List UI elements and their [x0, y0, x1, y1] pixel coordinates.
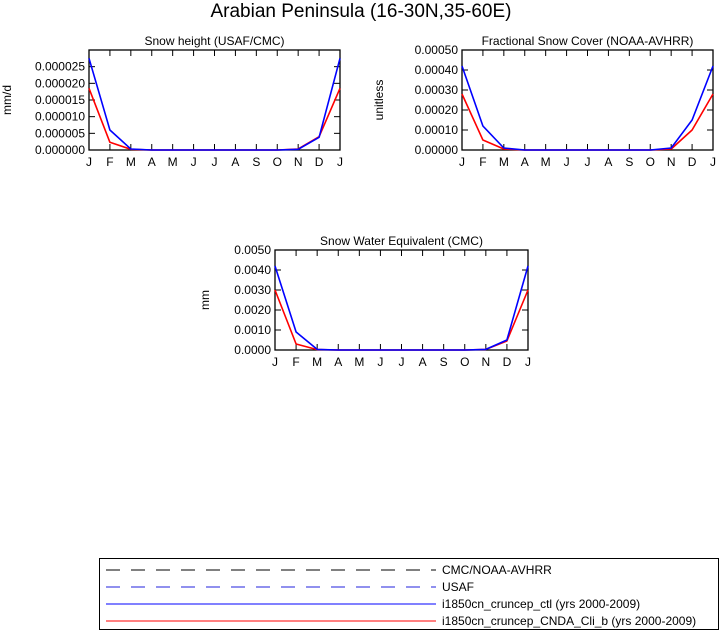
legend-swatch-cnda [106, 620, 436, 622]
fractional-snow-cover-chart: Fractional Snow Cover (NOAA-AVHRR) unitle… [372, 34, 716, 169]
y-tick-label: 0.00050 [415, 43, 459, 57]
x-tick-label: A [334, 355, 342, 369]
x-tick-label: F [292, 355, 299, 369]
x-tick-label: M [312, 355, 322, 369]
legend-label: i1850cn_cruncep_CNDA_Cli_b (yrs 2000-200… [442, 614, 697, 628]
snow-water-equivalent-chart: Snow Water Equivalent (CMC) mm 0.0000 0.001… [198, 234, 531, 369]
x-tick-label: J [564, 155, 570, 169]
y-axis-label: unitless [372, 80, 386, 121]
x-tick-label: A [604, 155, 612, 169]
snow-height-chart: Snow height (USAF/CMC) mm/d 0.000000 0.0000… [0, 34, 343, 169]
legend-item: i1850cn_cruncep_CNDA_Cli_b (yrs 2000-200… [100, 613, 718, 629]
x-tick-label: O [646, 155, 655, 169]
y-tick-label: 0.0030 [234, 283, 271, 297]
y-tick-label: 0.00000 [415, 143, 459, 157]
y-tick-label: 0.000000 [35, 143, 85, 157]
series-line [88, 87, 341, 151]
x-tick-label: A [231, 155, 239, 169]
y-tick-label: 0.000025 [35, 60, 85, 74]
x-tick-label: A [521, 155, 529, 169]
y-tick-label: 0.0000 [234, 343, 271, 357]
y-tick-label: 0.00040 [415, 63, 459, 77]
y-tick-label: 0.00030 [415, 83, 459, 97]
legend-label: i1850cn_cruncep_ctl (yrs 2000-2009) [442, 597, 641, 611]
x-tick-label: D [688, 155, 697, 169]
x-tick-label: J [525, 355, 531, 369]
series-line [461, 65, 714, 151]
legend-item: i1850cn_cruncep_ctl (yrs 2000-2009) [100, 596, 718, 612]
y-axis-label: mm [198, 290, 212, 310]
y-tick-label: 0.0040 [234, 263, 271, 277]
legend-label: CMC/NOAA-AVHRR [442, 563, 552, 577]
x-tick-label: O [460, 355, 469, 369]
y-tick-label: 0.0020 [234, 303, 271, 317]
x-tick-label: D [503, 355, 512, 369]
plot-frame [274, 249, 529, 351]
y-axis-label: mm/d [0, 85, 14, 115]
x-tick-label: S [440, 355, 448, 369]
x-tick-label: J [191, 155, 197, 169]
page-title: Arabian Peninsula (16-30N,35-60E) [210, 1, 512, 22]
legend-swatch-ctl [106, 603, 436, 605]
x-tick-label: M [168, 155, 178, 169]
plot-frame [461, 49, 714, 151]
x-tick-label: A [148, 155, 156, 169]
x-tick-label: J [86, 155, 92, 169]
x-tick-label: M [499, 155, 509, 169]
chart-title: Fractional Snow Cover (NOAA-AVHRR) [482, 34, 694, 48]
y-tick-label: 0.000010 [35, 110, 85, 124]
x-tick-label: M [354, 355, 364, 369]
series-line [274, 265, 529, 351]
x-tick-label: J [585, 155, 591, 169]
y-tick-label: 0.00010 [415, 123, 459, 137]
plot-frame [88, 49, 341, 151]
x-tick-label: F [106, 155, 113, 169]
x-tick-label: N [481, 355, 490, 369]
x-tick-label: S [252, 155, 260, 169]
x-tick-label: J [337, 155, 343, 169]
series-line [88, 58, 341, 151]
x-tick-label: J [459, 155, 465, 169]
legend-item: USAF [100, 579, 718, 595]
x-tick-label: A [419, 355, 427, 369]
legend-item: CMC/NOAA-AVHRR [100, 562, 718, 578]
y-tick-label: 0.00020 [415, 103, 459, 117]
x-tick-label: F [479, 155, 486, 169]
x-tick-label: J [272, 355, 278, 369]
x-tick-label: J [212, 155, 218, 169]
x-tick-label: O [273, 155, 282, 169]
x-tick-label: M [541, 155, 551, 169]
x-tick-label: N [667, 155, 676, 169]
chart-title: Snow Water Equivalent (CMC) [320, 234, 483, 248]
y-tick-label: 0.0050 [234, 243, 271, 257]
x-tick-label: M [126, 155, 136, 169]
x-tick-label: J [710, 155, 716, 169]
y-tick-label: 0.000015 [35, 93, 85, 107]
legend-swatch-cmc-noaa [106, 569, 436, 571]
x-tick-label: S [625, 155, 633, 169]
series-line [274, 289, 529, 351]
x-tick-label: D [315, 155, 324, 169]
legend-label: USAF [442, 580, 475, 594]
y-tick-label: 0.000020 [35, 76, 85, 90]
legend-swatch-usaf [106, 586, 436, 588]
x-tick-label: J [377, 355, 383, 369]
x-tick-label: J [399, 355, 405, 369]
chart-title: Snow height (USAF/CMC) [144, 34, 284, 48]
legend: CMC/NOAA-AVHRR USAF i1850cn_cruncep_ctl … [99, 558, 719, 630]
y-tick-label: 0.000005 [35, 126, 85, 140]
y-tick-label: 0.0010 [234, 323, 271, 337]
x-tick-label: N [294, 155, 303, 169]
